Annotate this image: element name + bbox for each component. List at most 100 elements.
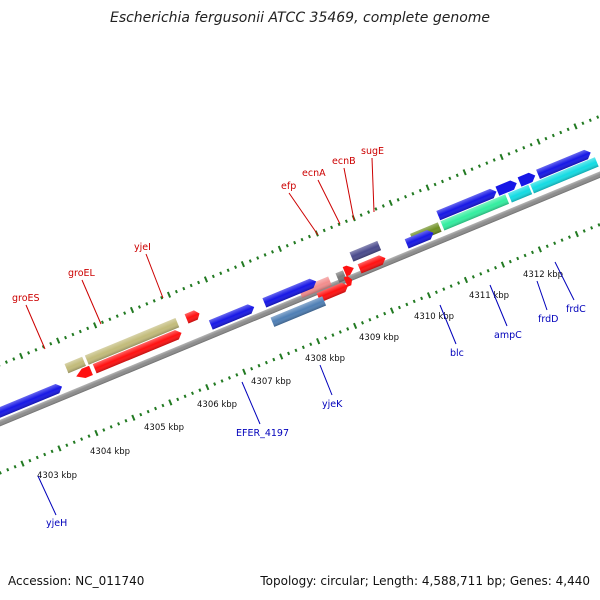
minor-tick xyxy=(0,363,1,367)
gene-red-4[interactable] xyxy=(343,275,354,287)
minor-tick xyxy=(211,274,215,279)
gene-label-yjeI[interactable]: yjeI xyxy=(134,242,151,253)
ruler-label: 4307 kbp xyxy=(251,377,291,387)
minor-tick xyxy=(309,342,313,347)
top-gene-labels: groES groEL yjeI efp ecnA ecnB sugE xyxy=(12,146,384,350)
minor-tick xyxy=(235,373,239,377)
gene-red-2[interactable] xyxy=(92,328,184,374)
gene-blue-frd2[interactable] xyxy=(517,171,538,187)
gene-frdD[interactable] xyxy=(507,184,533,203)
minor-tick xyxy=(544,136,548,141)
minor-tick xyxy=(270,250,274,254)
gene-label-EFER_4197[interactable]: EFER_4197 xyxy=(236,428,289,439)
ruler-label: 4303 kbp xyxy=(37,471,77,481)
minor-tick xyxy=(78,329,82,334)
gene-groEL[interactable] xyxy=(84,318,180,365)
minor-tick xyxy=(4,360,8,364)
minor-tick xyxy=(226,268,230,273)
gene-yjeI[interactable] xyxy=(184,309,202,324)
major-tick xyxy=(425,184,430,191)
minor-tick xyxy=(448,176,452,181)
minor-tick xyxy=(449,284,453,288)
minor-tick xyxy=(300,237,304,242)
gene-label-groES[interactable]: groES xyxy=(12,293,40,304)
major-tick xyxy=(166,291,172,298)
minor-tick xyxy=(294,348,298,353)
gene-efp[interactable] xyxy=(298,276,332,298)
major-tick xyxy=(20,460,25,467)
gene-label-ecnA[interactable]: ecnA xyxy=(302,168,326,179)
gene-label-sugE[interactable]: sugE xyxy=(361,146,384,157)
minor-tick xyxy=(27,351,31,355)
minor-tick xyxy=(479,272,483,276)
gene-blue-frd1[interactable] xyxy=(495,179,518,196)
minor-tick xyxy=(331,333,335,337)
minor-tick xyxy=(219,271,223,276)
minor-tick xyxy=(174,289,178,294)
ruler-label: 4312 kbp xyxy=(523,270,563,280)
minor-tick xyxy=(553,241,557,245)
ruler-label: 4309 kbp xyxy=(359,333,399,343)
genome-summary-text: Topology: circular; Length: 4,588,711 bp… xyxy=(260,574,590,588)
gene-groES[interactable] xyxy=(64,356,86,374)
major-tick xyxy=(168,399,173,406)
minor-tick xyxy=(596,115,600,119)
gene-blue-ampC[interactable] xyxy=(436,187,498,221)
gene-label-frdD[interactable]: frdD xyxy=(538,314,558,325)
minor-tick xyxy=(182,286,186,291)
gene-label-ecnB[interactable]: ecnB xyxy=(332,156,356,167)
gene-yjeH[interactable] xyxy=(0,382,64,448)
gene-label-yjeK[interactable]: yjeK xyxy=(322,399,343,410)
gene-sugE[interactable] xyxy=(349,240,382,262)
major-tick xyxy=(94,429,99,437)
minor-tick xyxy=(486,269,490,273)
gene-ampC[interactable] xyxy=(440,194,510,231)
minor-tick xyxy=(227,376,231,380)
minor-tick xyxy=(396,198,400,202)
gene-red-3[interactable] xyxy=(316,281,350,303)
gene-blue-frd3[interactable] xyxy=(536,148,592,179)
major-tick xyxy=(463,276,469,284)
gene-label-frdC[interactable]: frdC xyxy=(566,304,586,315)
gene-label-ampC[interactable]: ampC xyxy=(494,330,522,341)
minor-tick xyxy=(412,299,416,304)
minor-tick xyxy=(566,127,570,132)
gene-yjeK-upper[interactable] xyxy=(262,277,318,308)
gene-label-blc[interactable]: blc xyxy=(450,348,464,359)
gene-ecnB[interactable] xyxy=(342,263,356,277)
major-tick xyxy=(574,230,579,238)
major-tick xyxy=(205,383,210,391)
gene-frdC[interactable] xyxy=(530,157,599,194)
minor-tick xyxy=(405,302,409,307)
gene-blue-blc[interactable] xyxy=(404,228,436,249)
gene-label-efp[interactable]: efp xyxy=(281,181,296,192)
minor-tick xyxy=(581,121,585,126)
gene-EFER_4197[interactable] xyxy=(208,302,256,330)
minor-tick xyxy=(287,351,291,356)
minor-tick xyxy=(560,238,564,242)
minor-tick xyxy=(197,280,201,285)
minor-tick xyxy=(248,259,252,263)
minor-tick xyxy=(234,265,238,269)
gene-red-1[interactable] xyxy=(74,365,93,381)
gene-label-yjeH[interactable]: yjeH xyxy=(46,518,67,529)
gene-red-5[interactable] xyxy=(357,253,388,274)
minor-tick xyxy=(257,363,261,368)
minor-tick xyxy=(397,305,401,310)
gene-label-groEL[interactable]: groEL xyxy=(68,268,96,279)
minor-tick xyxy=(330,225,334,230)
forward-strand-genes xyxy=(64,157,599,374)
minor-tick xyxy=(494,265,498,270)
minor-tick xyxy=(434,290,438,294)
minor-tick xyxy=(64,335,68,340)
gene-yjeK[interactable] xyxy=(270,296,327,327)
minor-tick xyxy=(582,229,586,233)
minor-tick xyxy=(590,226,594,230)
major-tick xyxy=(56,337,61,344)
major-tick xyxy=(388,199,393,207)
major-tick xyxy=(500,261,505,268)
minor-tick xyxy=(108,317,112,321)
minor-tick xyxy=(307,234,311,239)
gene-ecnA[interactable] xyxy=(335,270,347,283)
